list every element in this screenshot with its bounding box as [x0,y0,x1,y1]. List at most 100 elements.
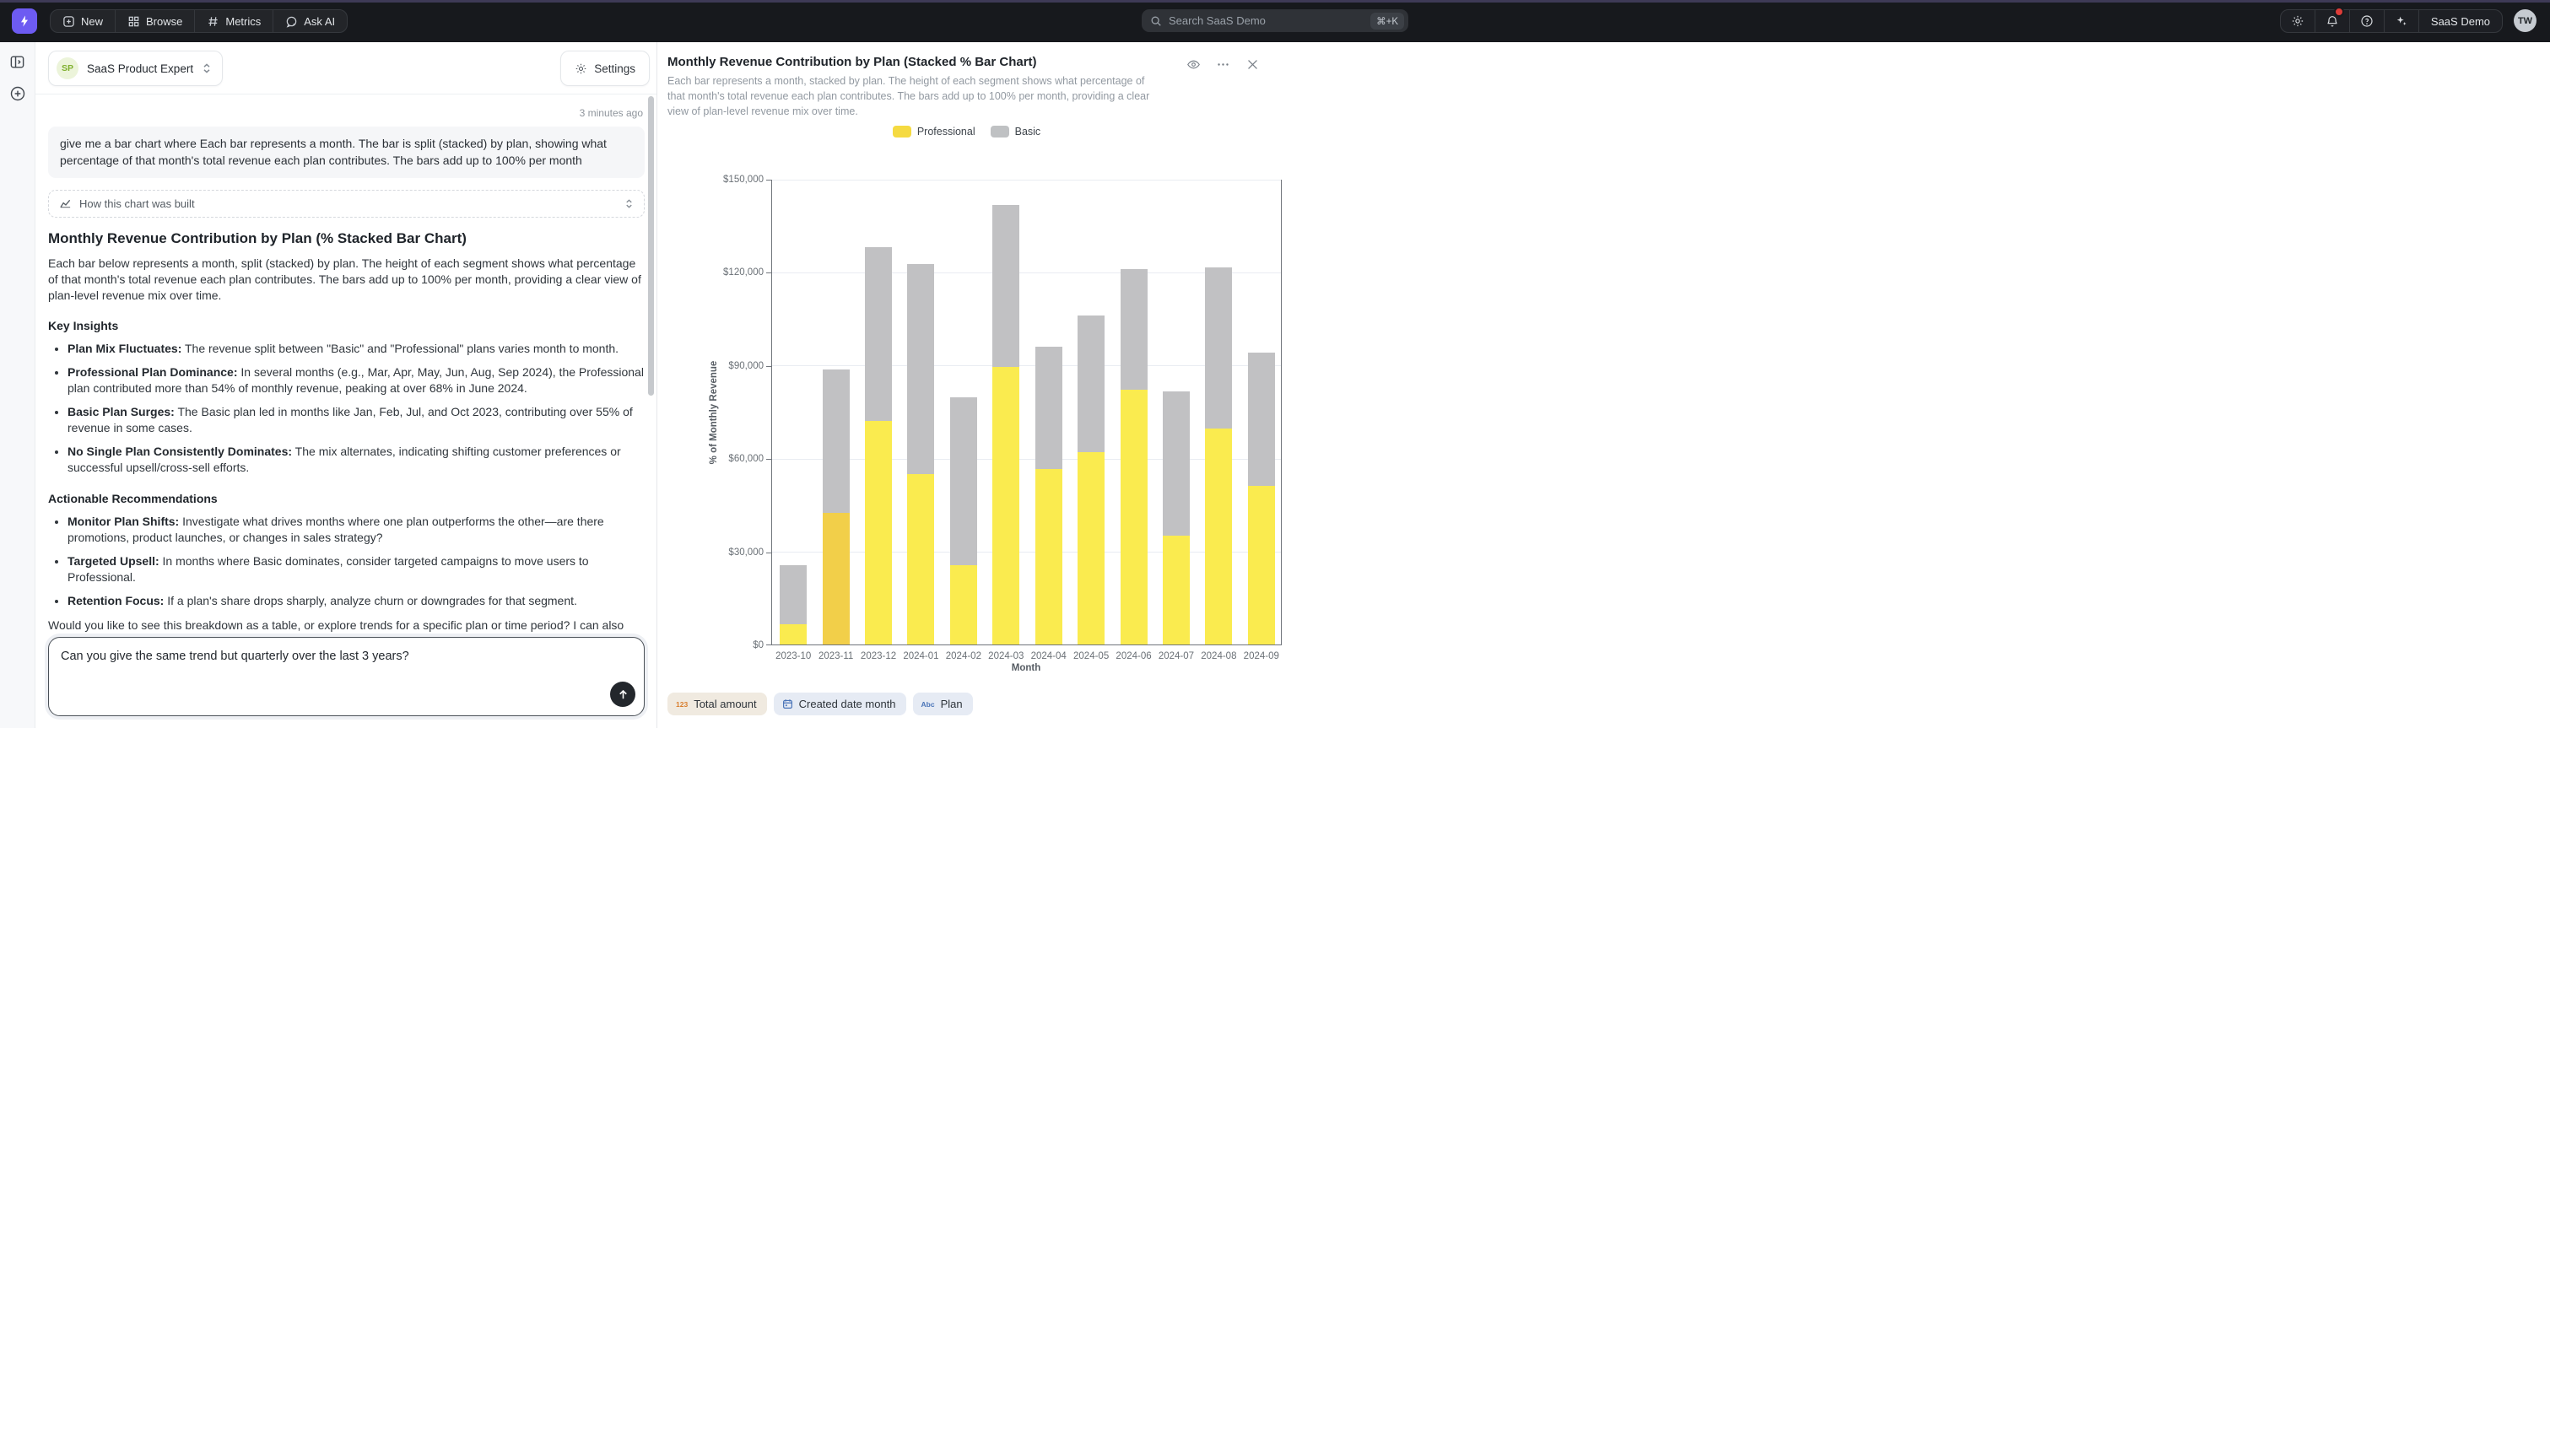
panel-expand-icon [9,54,25,70]
close-panel-button[interactable] [1244,56,1261,73]
search-shortcut-badge: ⌘+K [1370,13,1404,30]
global-search[interactable]: ⌘+K [1142,9,1408,32]
response-intro: Each bar below represents a month, split… [48,256,645,304]
ellipsis-icon [1216,57,1230,72]
chart-title: Monthly Revenue Contribution by Plan (St… [667,55,1037,69]
legend-item-basic[interactable]: Basic [991,126,1041,138]
bar-segment-basic-2023-11[interactable] [823,369,850,512]
list-item: Monitor Plan Shifts: Investigate what dr… [68,514,645,547]
bar-segment-professional-2024-05[interactable] [1078,452,1105,644]
more-options-button[interactable] [1214,56,1232,73]
nav-button-group: New Browse Metrics Ask AI [50,9,348,33]
y-axis-tick-label: $120,000 [657,267,764,278]
bar-segment-basic-2024-02[interactable] [950,397,977,565]
chevron-up-down-icon [202,62,212,74]
bar-segment-basic-2024-04[interactable] [1035,347,1062,469]
settings-button-label: Settings [594,62,635,75]
chart-panel-actions [1185,56,1261,73]
plot-area: 2023-102023-112023-122024-012024-022024-… [771,180,1282,645]
new-button[interactable]: New [51,10,116,32]
agent-name: SaaS Product Expert [87,62,193,75]
bar-segment-professional-2024-03[interactable] [992,367,1019,644]
x-axis-tick-label: 2024-06 [1116,651,1151,661]
tag-created-date-month[interactable]: Created date month [774,693,906,715]
y-axis-tick-label: $30,000 [657,547,764,558]
notifications-button[interactable] [2315,10,2350,32]
how-chart-built-label: How this chart was built [79,197,195,210]
tag-plan[interactable]: Abc Plan [913,693,973,715]
sparkles-icon [2395,14,2408,28]
bar-segment-professional-2024-08[interactable] [1205,429,1232,644]
bar-segment-professional-2023-10[interactable] [780,624,807,644]
browse-button[interactable]: Browse [116,10,195,32]
toggle-sidebar-button[interactable] [9,54,25,70]
new-chat-button[interactable] [9,85,26,102]
bar-segment-professional-2024-06[interactable] [1121,390,1148,644]
agent-selector[interactable]: SP SaaS Product Expert [48,51,223,86]
y-axis-tick [766,644,771,645]
plus-circle-icon [9,85,26,102]
chat-scrollbar-thumb[interactable] [648,96,654,396]
ai-sparkles-button[interactable] [2385,10,2419,32]
bar-segment-basic-2023-12[interactable] [865,247,892,421]
navbar-right-group: SaaS Demo [2280,9,2503,33]
user-message-bubble: give me a bar chart where Each bar repre… [48,127,645,178]
y-axis-tick [766,272,771,273]
legend-item-professional[interactable]: Professional [893,126,975,138]
bar-segment-basic-2024-09[interactable] [1248,353,1275,486]
settings-gear-button[interactable] [2281,10,2315,32]
chart-subtitle: Each bar represents a month, stacked by … [667,73,1150,119]
bar-segment-professional-2023-12[interactable] [865,421,892,644]
bar-segment-professional-2024-01[interactable] [907,474,934,644]
bar-segment-basic-2024-07[interactable] [1163,391,1190,536]
eye-icon [1186,57,1201,72]
ask-ai-button[interactable]: Ask AI [273,10,347,32]
x-axis-tick-label: 2024-07 [1159,651,1194,661]
bar-segment-professional-2024-04[interactable] [1035,469,1062,644]
x-axis-tick-label: 2023-11 [818,651,853,661]
y-axis-tick-label: $60,000 [657,454,764,464]
bar-segment-basic-2024-06[interactable] [1121,269,1148,391]
tag-total-amount[interactable]: 123 Total amount [667,693,767,715]
list-item: Retention Focus: If a plan's share drops… [68,593,645,610]
bar-segment-basic-2024-05[interactable] [1078,315,1105,452]
insights-title: Key Insights [48,319,645,332]
app-logo[interactable] [12,8,37,34]
bar-segment-basic-2024-03[interactable] [992,205,1019,366]
composer-input[interactable]: Can you give the same trend but quarterl… [49,638,644,715]
agent-settings-button[interactable]: Settings [560,51,650,86]
legend-swatch-basic [991,126,1009,138]
mini-chart-icon [59,197,72,210]
y-axis-title: % of Monthly Revenue [709,361,719,465]
search-input[interactable] [1169,14,1370,27]
project-switcher[interactable]: SaaS Demo [2419,10,2502,32]
x-axis-tick-label: 2023-12 [861,651,896,661]
ask-ai-button-label: Ask AI [304,15,335,28]
how-chart-built-collapsible[interactable]: How this chart was built [48,190,645,218]
hash-icon [207,15,219,28]
bar-segment-basic-2023-10[interactable] [780,565,807,624]
bar-segment-basic-2024-01[interactable] [907,264,934,473]
user-avatar[interactable]: TW [2514,9,2536,32]
recommendations-list: Monitor Plan Shifts: Investigate what dr… [48,514,645,610]
legend-label: Basic [1015,126,1041,138]
top-navbar: New Browse Metrics Ask AI [0,0,2550,42]
bar-segment-professional-2024-02[interactable] [950,565,977,644]
y-axis-tick [766,459,771,460]
chat-header: SP SaaS Product Expert Settings [35,42,656,94]
x-axis-tick-label: 2023-10 [775,651,811,661]
y-axis-tick [766,366,771,367]
metrics-button[interactable]: Metrics [195,10,273,32]
help-button[interactable] [2350,10,2385,32]
bar-segment-basic-2024-08[interactable] [1205,267,1232,429]
arrow-up-icon [617,688,629,701]
send-button[interactable] [610,682,635,707]
bar-segment-professional-2023-11[interactable] [823,513,850,644]
bar-segment-professional-2024-09[interactable] [1248,486,1275,644]
preview-eye-button[interactable] [1185,56,1202,73]
y-axis-tick [766,180,771,181]
project-name: SaaS Demo [2431,15,2490,28]
bar-segment-professional-2024-07[interactable] [1163,536,1190,644]
browse-button-label: Browse [146,15,182,28]
y-axis-tick-label: $150,000 [657,175,764,185]
